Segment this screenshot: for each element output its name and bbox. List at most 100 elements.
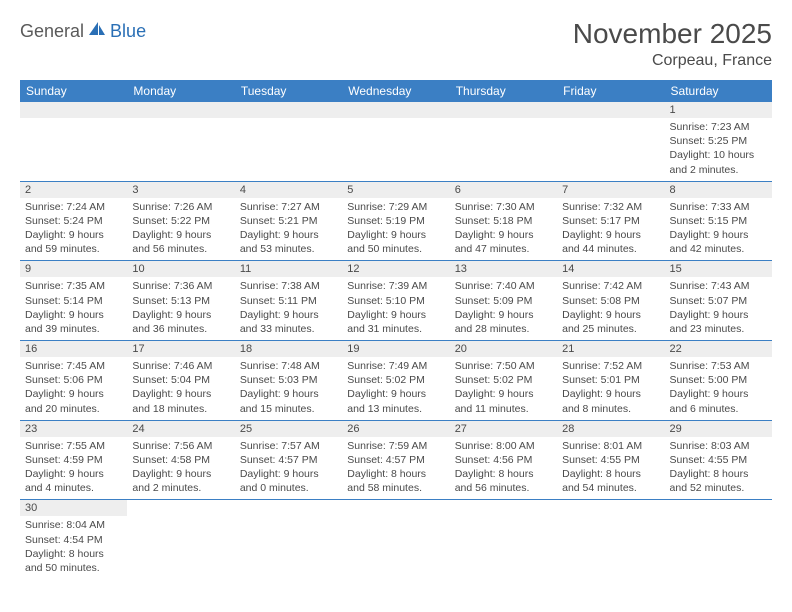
day-line: Daylight: 9 hours <box>562 387 659 401</box>
calendar-head: SundayMondayTuesdayWednesdayThursdayFrid… <box>20 80 772 102</box>
calendar-cell: 15Sunrise: 7:43 AMSunset: 5:07 PMDayligh… <box>665 261 772 341</box>
calendar-row: 2Sunrise: 7:24 AMSunset: 5:24 PMDaylight… <box>20 181 772 261</box>
day-details: Sunrise: 7:57 AMSunset: 4:57 PMDaylight:… <box>235 437 342 500</box>
calendar-row: 23Sunrise: 7:55 AMSunset: 4:59 PMDayligh… <box>20 420 772 500</box>
day-line: Sunset: 5:02 PM <box>347 373 444 387</box>
day-line: and 52 minutes. <box>670 481 767 495</box>
day-line: Sunrise: 7:56 AM <box>132 439 229 453</box>
day-line: Sunset: 5:25 PM <box>670 134 767 148</box>
day-line: Sunrise: 7:39 AM <box>347 279 444 293</box>
day-line: and 54 minutes. <box>562 481 659 495</box>
day-line: and 36 minutes. <box>132 322 229 336</box>
day-number: 14 <box>557 261 664 277</box>
header: General Blue November 2025 Corpeau, Fran… <box>20 18 772 70</box>
calendar-cell <box>342 102 449 181</box>
day-line: Sunrise: 7:42 AM <box>562 279 659 293</box>
day-details: Sunrise: 7:24 AMSunset: 5:24 PMDaylight:… <box>20 198 127 261</box>
weekday-header: Friday <box>557 80 664 102</box>
calendar-cell <box>450 500 557 579</box>
day-line: Sunrise: 7:53 AM <box>670 359 767 373</box>
day-line: Daylight: 10 hours <box>670 148 767 162</box>
day-line: and 15 minutes. <box>240 402 337 416</box>
day-line: and 39 minutes. <box>25 322 122 336</box>
calendar-cell: 16Sunrise: 7:45 AMSunset: 5:06 PMDayligh… <box>20 341 127 421</box>
weekday-header: Saturday <box>665 80 772 102</box>
day-line: Sunset: 5:03 PM <box>240 373 337 387</box>
day-details: Sunrise: 8:03 AMSunset: 4:55 PMDaylight:… <box>665 437 772 500</box>
day-line: Daylight: 8 hours <box>347 467 444 481</box>
calendar-cell: 11Sunrise: 7:38 AMSunset: 5:11 PMDayligh… <box>235 261 342 341</box>
day-line: and 56 minutes. <box>455 481 552 495</box>
day-number: 9 <box>20 261 127 277</box>
day-line: Sunset: 5:17 PM <box>562 214 659 228</box>
day-line: Sunset: 5:21 PM <box>240 214 337 228</box>
weekday-header: Wednesday <box>342 80 449 102</box>
day-details: Sunrise: 7:52 AMSunset: 5:01 PMDaylight:… <box>557 357 664 420</box>
empty-day-header <box>450 102 557 118</box>
day-line: Sunset: 5:13 PM <box>132 294 229 308</box>
day-line: and 33 minutes. <box>240 322 337 336</box>
day-number: 29 <box>665 421 772 437</box>
calendar-cell: 14 Sunrise: 7:42 AMSunset: 5:08 PMDayligh… <box>557 261 664 341</box>
day-line: Sunrise: 7:50 AM <box>455 359 552 373</box>
title-block: November 2025 Corpeau, France <box>573 18 772 70</box>
day-line: Daylight: 9 hours <box>562 308 659 322</box>
day-line: Sunrise: 7:33 AM <box>670 200 767 214</box>
calendar-cell: 20Sunrise: 7:50 AMSunset: 5:02 PMDayligh… <box>450 341 557 421</box>
day-line: Sunrise: 7:48 AM <box>240 359 337 373</box>
day-line: Sunrise: 8:01 AM <box>562 439 659 453</box>
day-details: Sunrise: 7:23 AMSunset: 5:25 PMDaylight:… <box>665 118 772 181</box>
day-line: Sunset: 5:04 PM <box>132 373 229 387</box>
day-line: Sunset: 5:01 PM <box>562 373 659 387</box>
day-number: 23 <box>20 421 127 437</box>
logo: General Blue <box>20 20 146 43</box>
day-line: Daylight: 8 hours <box>670 467 767 481</box>
day-number: 28 <box>557 421 664 437</box>
day-number: 5 <box>342 182 449 198</box>
day-line: Sunrise: 7:46 AM <box>132 359 229 373</box>
day-line: and 28 minutes. <box>455 322 552 336</box>
calendar-cell <box>20 102 127 181</box>
empty-day-header <box>235 102 342 118</box>
calendar-cell: 4Sunrise: 7:27 AMSunset: 5:21 PMDaylight… <box>235 181 342 261</box>
calendar-cell: 7Sunrise: 7:32 AMSunset: 5:17 PMDaylight… <box>557 181 664 261</box>
day-line: Sunrise: 7:36 AM <box>132 279 229 293</box>
day-number: 2 <box>20 182 127 198</box>
day-line: Daylight: 8 hours <box>25 547 122 561</box>
day-number: 17 <box>127 341 234 357</box>
calendar-body: 1Sunrise: 7:23 AMSunset: 5:25 PMDaylight… <box>20 102 772 579</box>
day-line: Daylight: 9 hours <box>455 228 552 242</box>
day-number: 27 <box>450 421 557 437</box>
day-line: Sunset: 4:59 PM <box>25 453 122 467</box>
day-line: and 23 minutes. <box>670 322 767 336</box>
calendar-cell: 6Sunrise: 7:30 AMSunset: 5:18 PMDaylight… <box>450 181 557 261</box>
day-line: Sunset: 5:18 PM <box>455 214 552 228</box>
day-line: Sunrise: 7:38 AM <box>240 279 337 293</box>
day-line: Sunrise: 7:45 AM <box>25 359 122 373</box>
weekday-header: Sunday <box>20 80 127 102</box>
day-details: Sunrise: 7:48 AMSunset: 5:03 PMDaylight:… <box>235 357 342 420</box>
day-details: Sunrise: 7:49 AMSunset: 5:02 PMDaylight:… <box>342 357 449 420</box>
day-number: 21 <box>557 341 664 357</box>
day-line: Sunrise: 7:23 AM <box>670 120 767 134</box>
day-details: Sunrise: 8:01 AMSunset: 4:55 PMDaylight:… <box>557 437 664 500</box>
day-line: Sunset: 5:00 PM <box>670 373 767 387</box>
day-line: and 13 minutes. <box>347 402 444 416</box>
day-line: Sunrise: 7:59 AM <box>347 439 444 453</box>
day-number: 18 <box>235 341 342 357</box>
day-line: Daylight: 8 hours <box>455 467 552 481</box>
day-number: 6 <box>450 182 557 198</box>
day-line: Daylight: 9 hours <box>670 228 767 242</box>
day-number: 30 <box>20 500 127 516</box>
calendar-cell <box>235 102 342 181</box>
day-line: Sunset: 5:08 PM <box>562 294 659 308</box>
calendar-cell: 10Sunrise: 7:36 AMSunset: 5:13 PMDayligh… <box>127 261 234 341</box>
calendar-cell: 22Sunrise: 7:53 AMSunset: 5:00 PMDayligh… <box>665 341 772 421</box>
calendar-cell: 26Sunrise: 7:59 AMSunset: 4:57 PMDayligh… <box>342 420 449 500</box>
calendar-cell <box>665 500 772 579</box>
calendar-cell: 21Sunrise: 7:52 AMSunset: 5:01 PMDayligh… <box>557 341 664 421</box>
calendar-cell: 3Sunrise: 7:26 AMSunset: 5:22 PMDaylight… <box>127 181 234 261</box>
day-details: Sunrise: 7:45 AMSunset: 5:06 PMDaylight:… <box>20 357 127 420</box>
day-line: Sunrise: 7:57 AM <box>240 439 337 453</box>
calendar-cell <box>557 102 664 181</box>
